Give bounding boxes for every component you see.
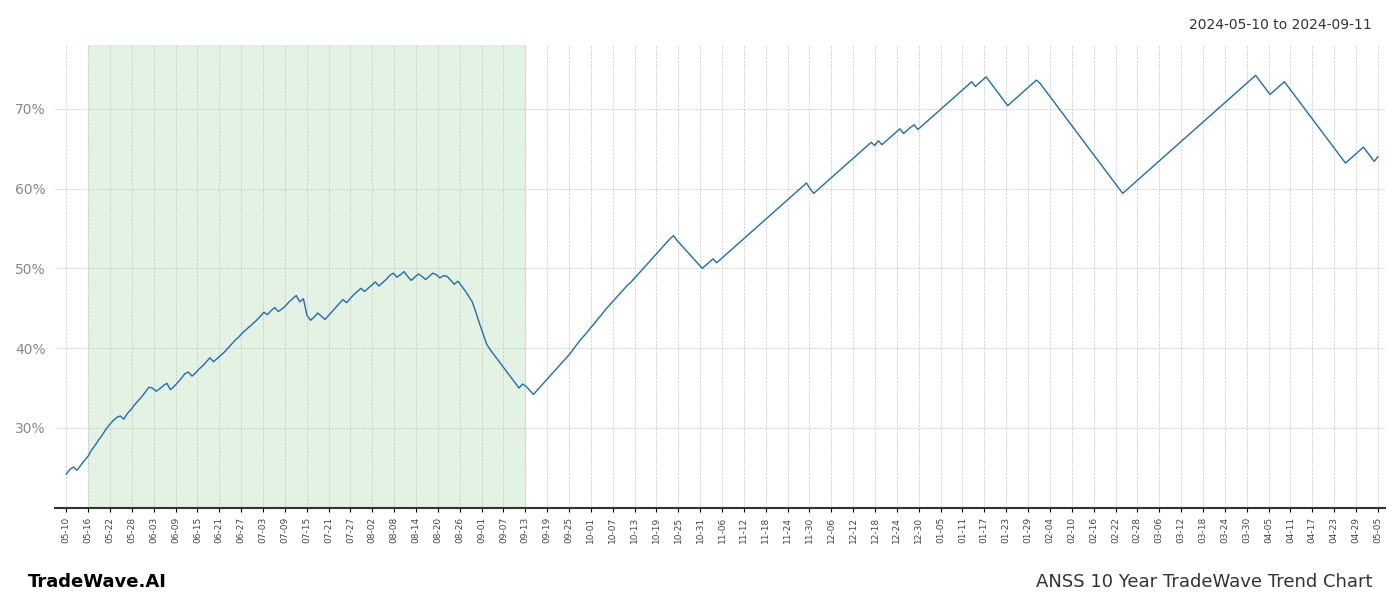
- Text: 2024-05-10 to 2024-09-11: 2024-05-10 to 2024-09-11: [1189, 18, 1372, 32]
- Text: ANSS 10 Year TradeWave Trend Chart: ANSS 10 Year TradeWave Trend Chart: [1036, 573, 1372, 591]
- Bar: [88, 45, 525, 508]
- Text: TradeWave.AI: TradeWave.AI: [28, 573, 167, 591]
